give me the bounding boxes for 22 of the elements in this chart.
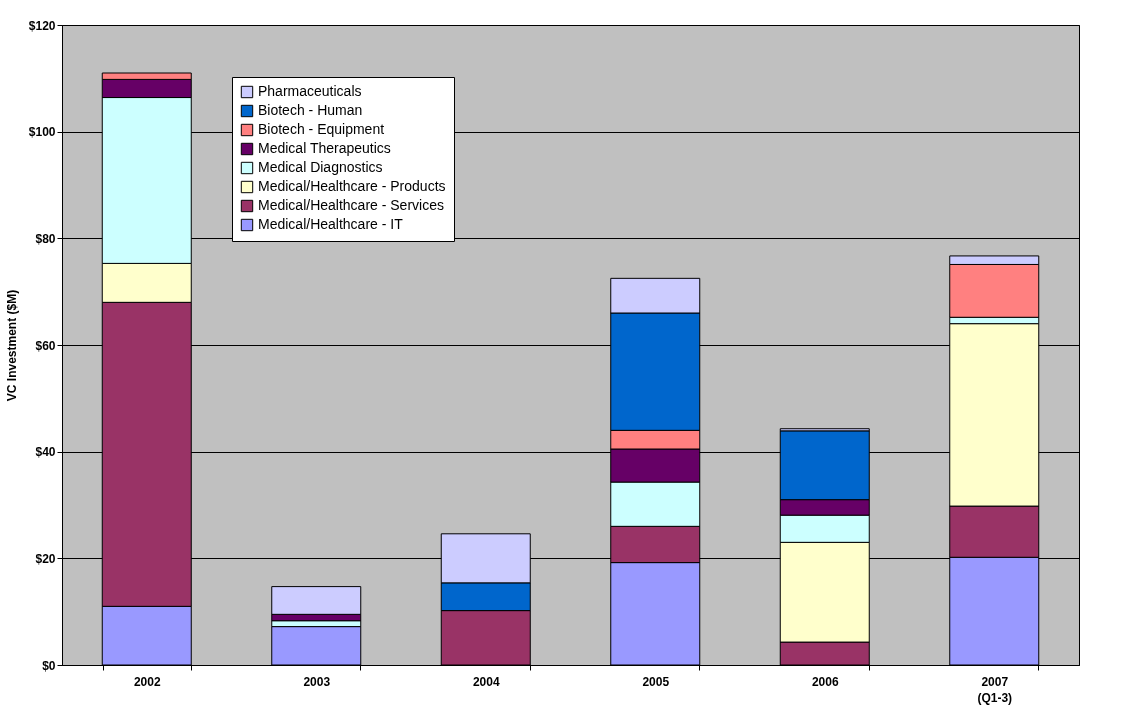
- y-tick-label: $60: [35, 338, 56, 353]
- x-tick-label: 2004: [472, 674, 500, 689]
- legend-label: Pharmaceuticals: [258, 83, 362, 99]
- legend-label: Medical/Healthcare - Products: [258, 178, 446, 194]
- y-tick-label: $80: [35, 231, 56, 246]
- x-tick-label: 2002: [133, 674, 161, 689]
- legend-label: Medical Therapeutics: [258, 140, 391, 156]
- legend-label: Biotech - Human: [258, 102, 363, 118]
- y-tick-label: $40: [35, 445, 56, 460]
- y-tick-label: $20: [35, 551, 56, 566]
- y-tick-label: $100: [28, 125, 56, 140]
- y-tick-label: $0: [42, 658, 56, 673]
- y-tick-label: $120: [28, 18, 56, 33]
- legend-label: Medical/Healthcare - Services: [258, 197, 444, 213]
- x-tick-label: 2006: [811, 674, 839, 689]
- legend-label: Biotech - Equipment: [258, 121, 385, 137]
- legend-label: Medical/Healthcare - IT: [258, 216, 404, 232]
- y-axis-title: VC Investment ($M): [4, 289, 19, 402]
- legend-label: Medical Diagnostics: [258, 159, 383, 175]
- x-tick-label: 2003: [303, 674, 331, 689]
- x-tick-label: 2005: [642, 674, 670, 689]
- x-tick-label: 2007 (Q1-3): [977, 674, 1013, 705]
